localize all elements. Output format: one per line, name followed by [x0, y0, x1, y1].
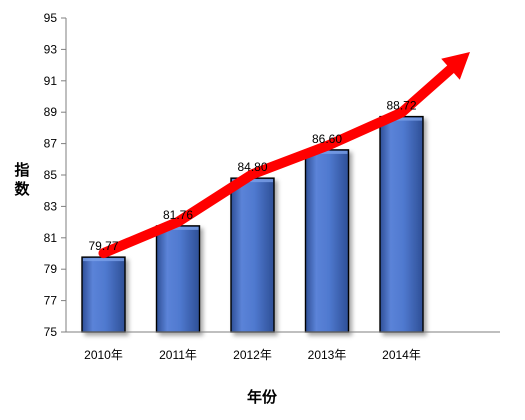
x-axis-title: 年份 — [247, 388, 278, 406]
x-tick-label: 2010年 — [84, 348, 123, 362]
y-ticks — [61, 17, 66, 333]
trend-arrow-shaft — [98, 64, 456, 259]
trend-arrow — [98, 52, 470, 259]
y-tick-label: 91 — [44, 74, 58, 88]
bar — [155, 225, 201, 333]
bar-highlight — [381, 117, 422, 121]
y-tick-label: 81 — [44, 231, 58, 245]
bar-highlight — [157, 226, 199, 230]
y-tick-label: 93 — [44, 42, 58, 56]
x-tick-label: 2012年 — [233, 348, 272, 362]
x-tick-label: 2013年 — [308, 348, 347, 362]
data-label: 88.72 — [386, 99, 416, 113]
data-label: 84.80 — [237, 160, 267, 174]
trend-arrow-head — [441, 52, 470, 80]
bar — [379, 115, 424, 333]
y-tick-label: 75 — [44, 325, 58, 339]
y-tick-label: 83 — [44, 199, 58, 213]
x-tick-label: 2014年 — [382, 348, 421, 362]
data-label: 81.76 — [163, 208, 193, 222]
x-tick-labels: 2010年 2011年 2012年 2013年 2014年 — [84, 348, 421, 362]
y-tick-label: 77 — [44, 294, 58, 308]
bar — [230, 177, 275, 333]
bar — [304, 149, 350, 333]
bar — [81, 256, 126, 333]
bar-highlight — [232, 179, 273, 183]
y-axis-title: 指数 — [14, 161, 30, 198]
y-tick-label: 85 — [44, 168, 58, 182]
y-tick-label: 89 — [44, 105, 58, 119]
bar-highlight — [306, 150, 348, 154]
data-labels: 79.77 81.76 84.80 86.60 88.72 — [88, 99, 416, 254]
data-label: 79.77 — [88, 239, 118, 253]
y-tick-labels: 75 77 79 81 83 85 87 89 91 93 95 — [44, 11, 58, 339]
y-tick-label: 79 — [44, 262, 58, 276]
bar-highlight — [83, 258, 124, 262]
y-tick-label: 95 — [44, 11, 58, 25]
bars — [81, 115, 424, 333]
data-label: 86.60 — [312, 132, 342, 146]
y-tick-label: 87 — [44, 137, 58, 151]
x-tick-label: 2011年 — [159, 348, 197, 362]
